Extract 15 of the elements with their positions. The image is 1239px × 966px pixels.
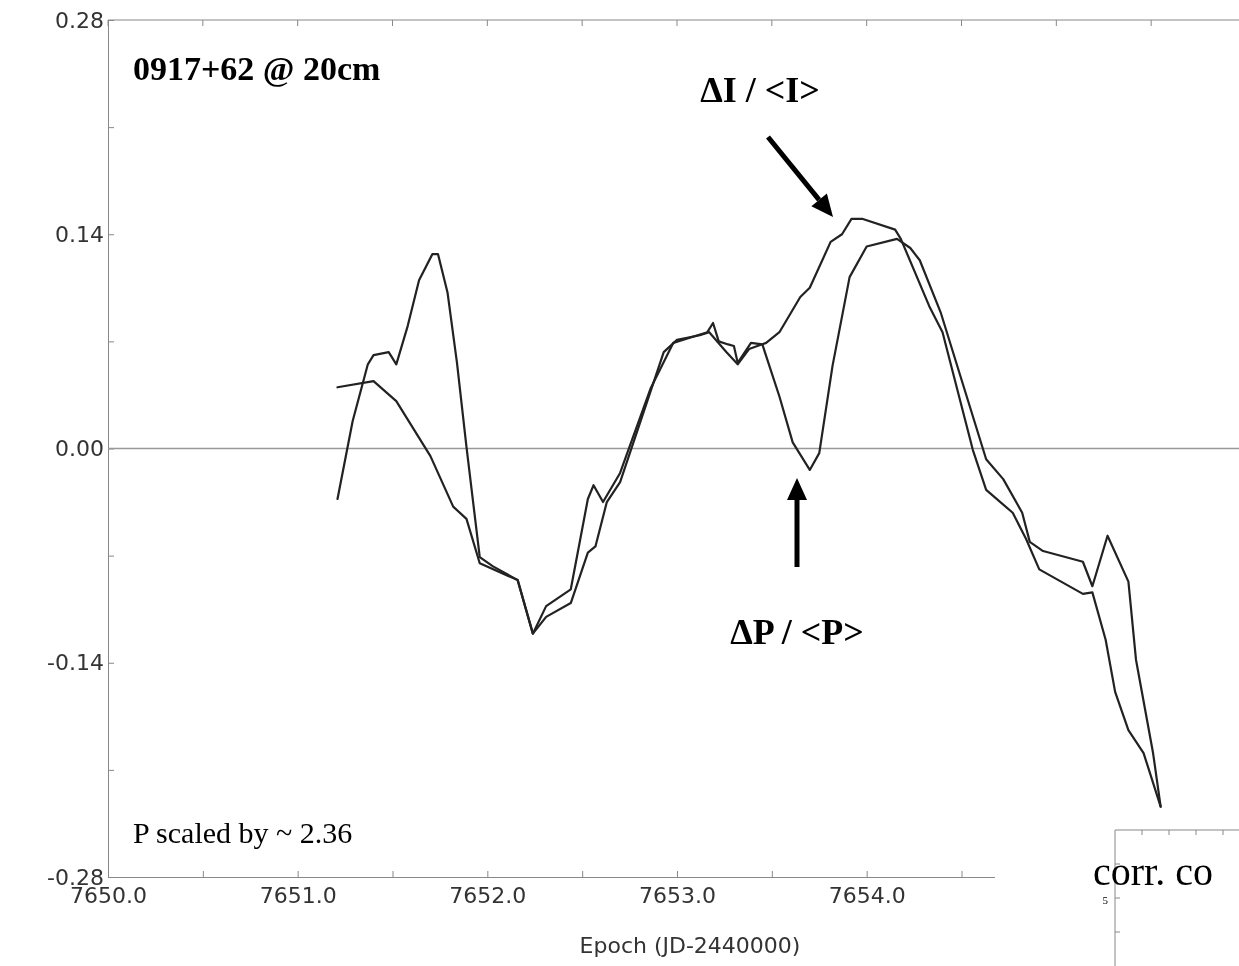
text: 5: [1102, 894, 1109, 906]
y-tick-label: 0.28: [55, 7, 104, 33]
y-tick-label: 0.14: [55, 221, 104, 247]
annotation: ΔP / <P>: [730, 612, 864, 652]
x-tick-label: 7653.0: [639, 882, 716, 908]
y-tick-label: 0.00: [55, 436, 104, 462]
x-tick-label: 7651.0: [259, 882, 337, 908]
annotation: ΔI / <I>: [700, 70, 820, 110]
text: 0917+62 @ 20cm: [133, 50, 381, 87]
x-axis-title: Epoch (JD-2440000): [579, 933, 801, 958]
x-tick-label: 7654.0: [828, 882, 906, 908]
annotation: corr. co: [1093, 849, 1213, 894]
annotation: P scaled by ~ 2.36: [133, 816, 353, 849]
y-tick-label: -0.14: [47, 650, 104, 676]
x-tick-label: 7652.0: [449, 882, 527, 908]
